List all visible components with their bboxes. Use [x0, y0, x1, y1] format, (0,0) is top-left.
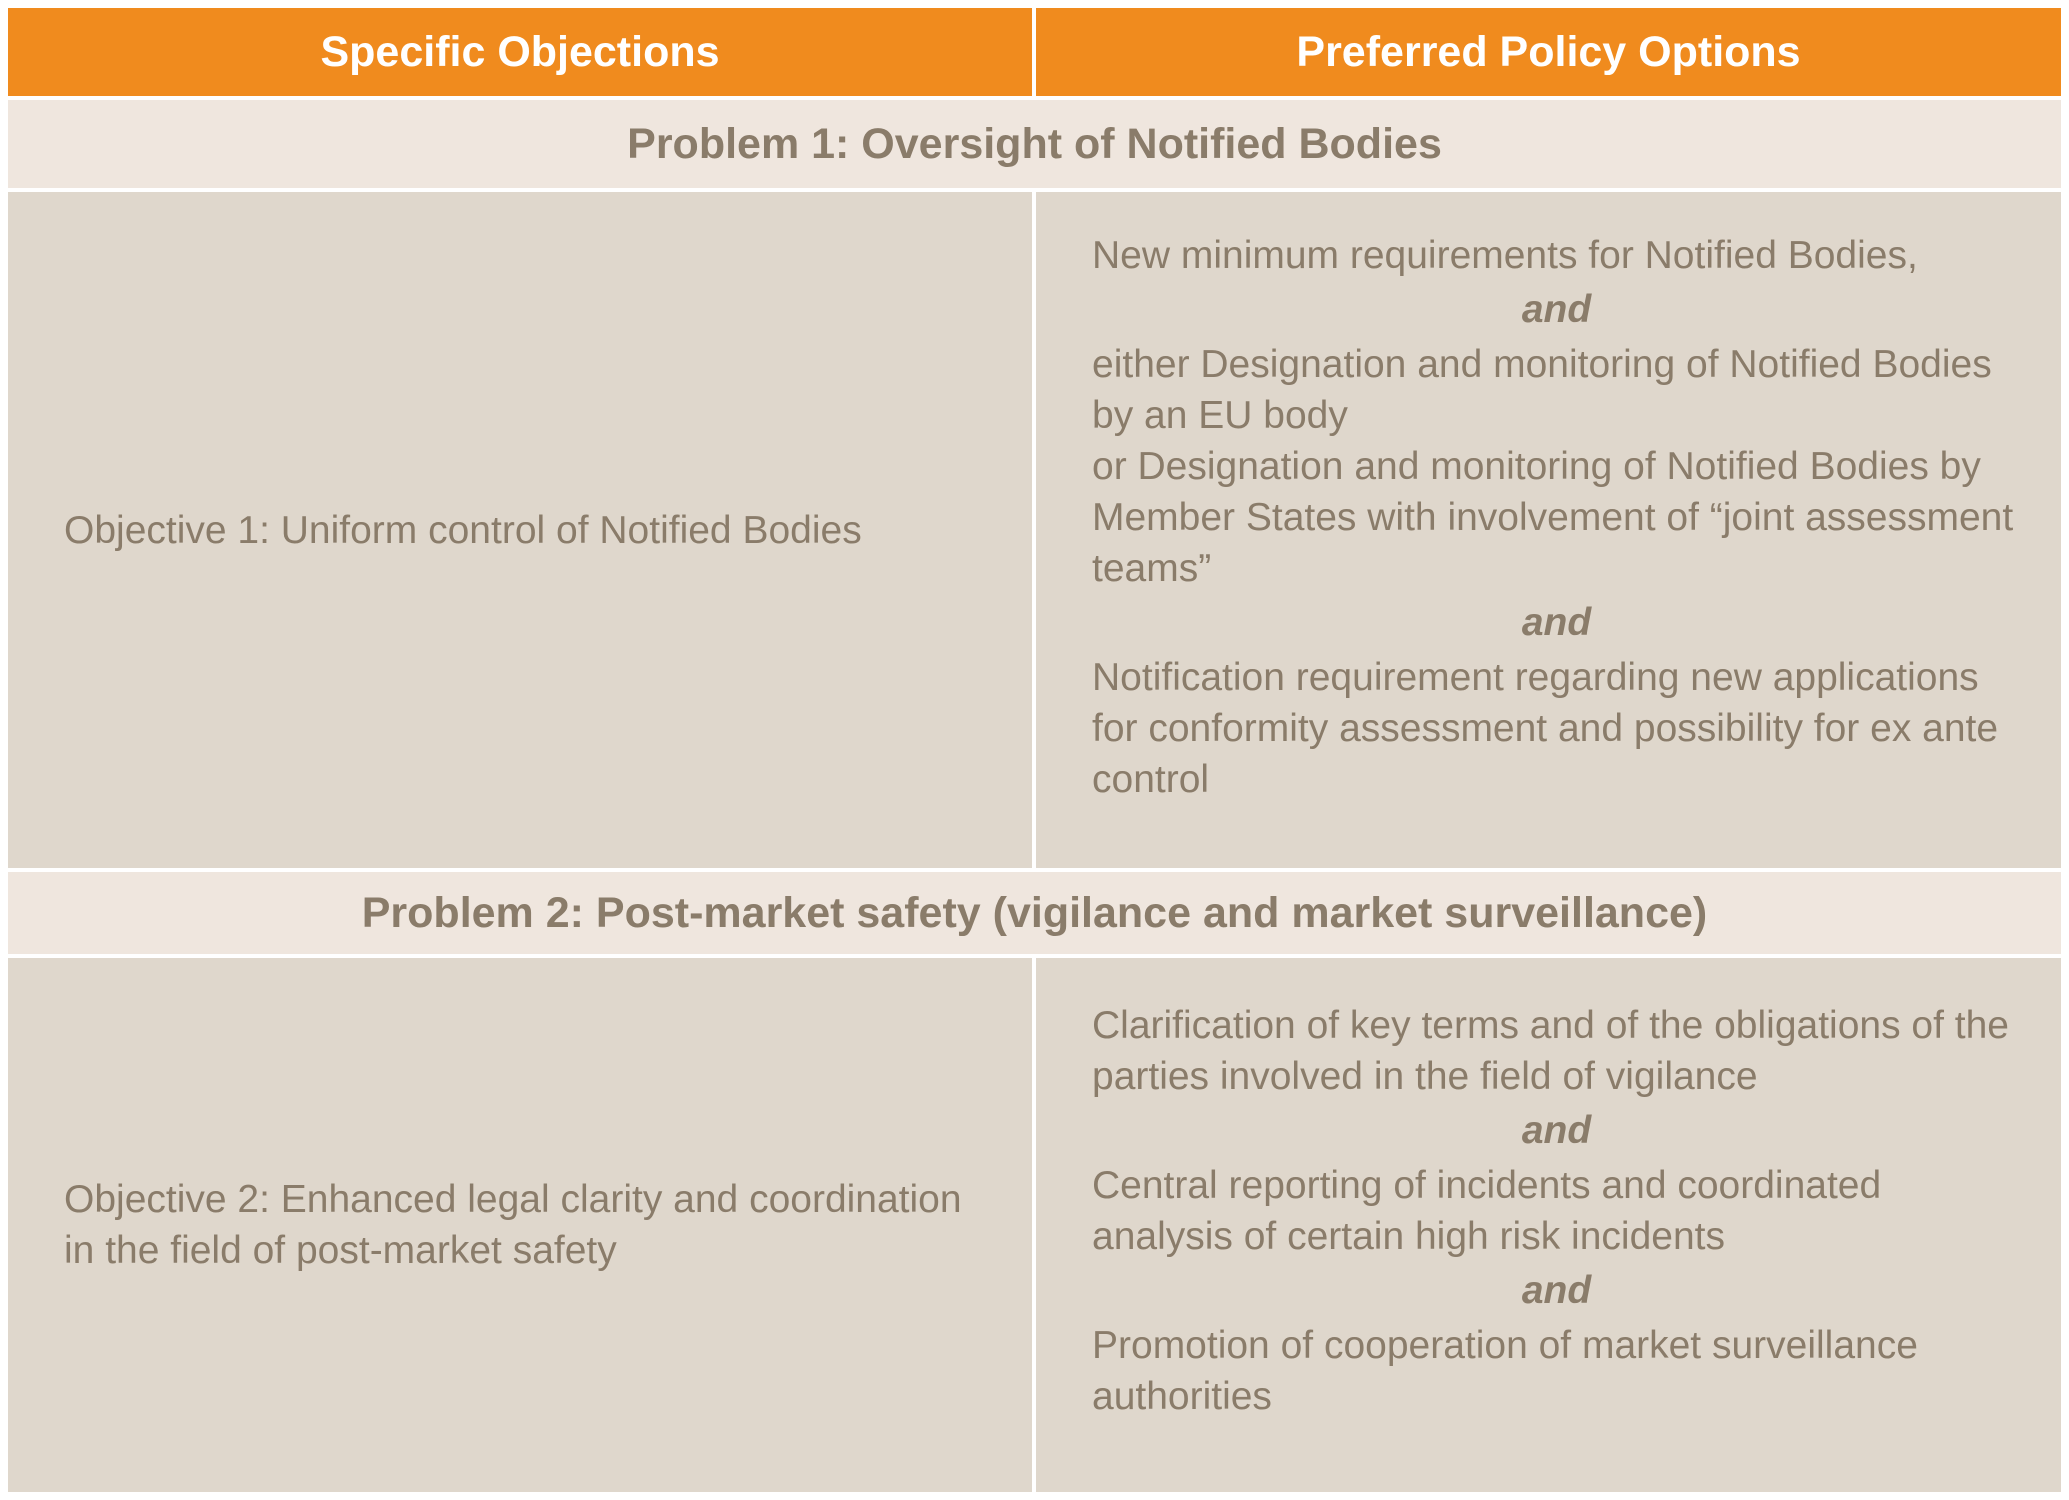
option-text: New minimum requirements for Notified Bo…: [1092, 234, 1918, 277]
problem-2-title: Problem 2: Post-market safety (vigilance…: [8, 868, 2061, 958]
and-connector: and: [1521, 288, 1592, 331]
problem-2-options-cell: Clarification of key terms and of the ob…: [1036, 958, 2061, 1492]
objective-1-cell: Objective 1: Uniform control of Notified…: [8, 192, 1036, 868]
option-text: or Designation and monitoring of Notifie…: [1092, 445, 2014, 590]
objective-2-cell: Objective 2: Enhanced legal clarity and …: [8, 958, 1036, 1492]
option-text: Central reporting of incidents and coord…: [1092, 1164, 1882, 1258]
option-text: Clarification of key terms and of the ob…: [1092, 1004, 2009, 1098]
option-text: Notification requirement regarding new a…: [1092, 656, 1999, 801]
option-text: Promotion of cooperation of market surve…: [1092, 1324, 1918, 1418]
objective-1-text: Objective 1: Uniform control of Notified…: [64, 508, 862, 552]
problem-1-title: Problem 1: Oversight of Notified Bodies: [8, 96, 2061, 192]
and-connector: and: [1521, 601, 1592, 644]
option-text: either Designation and monitoring of Not…: [1092, 343, 1992, 437]
problem-1-options-cell: New minimum requirements for Notified Bo…: [1036, 192, 2061, 868]
header-preferred-policy-options: Preferred Policy Options: [1036, 8, 2061, 96]
header-specific-objections: Specific Objections: [8, 8, 1036, 96]
policy-options-table: Specific Objections Preferred Policy Opt…: [8, 8, 2061, 1492]
objective-2-text: Objective 2: Enhanced legal clarity and …: [64, 1178, 962, 1272]
and-connector: and: [1521, 1109, 1592, 1152]
and-connector: and: [1521, 1269, 1592, 1312]
